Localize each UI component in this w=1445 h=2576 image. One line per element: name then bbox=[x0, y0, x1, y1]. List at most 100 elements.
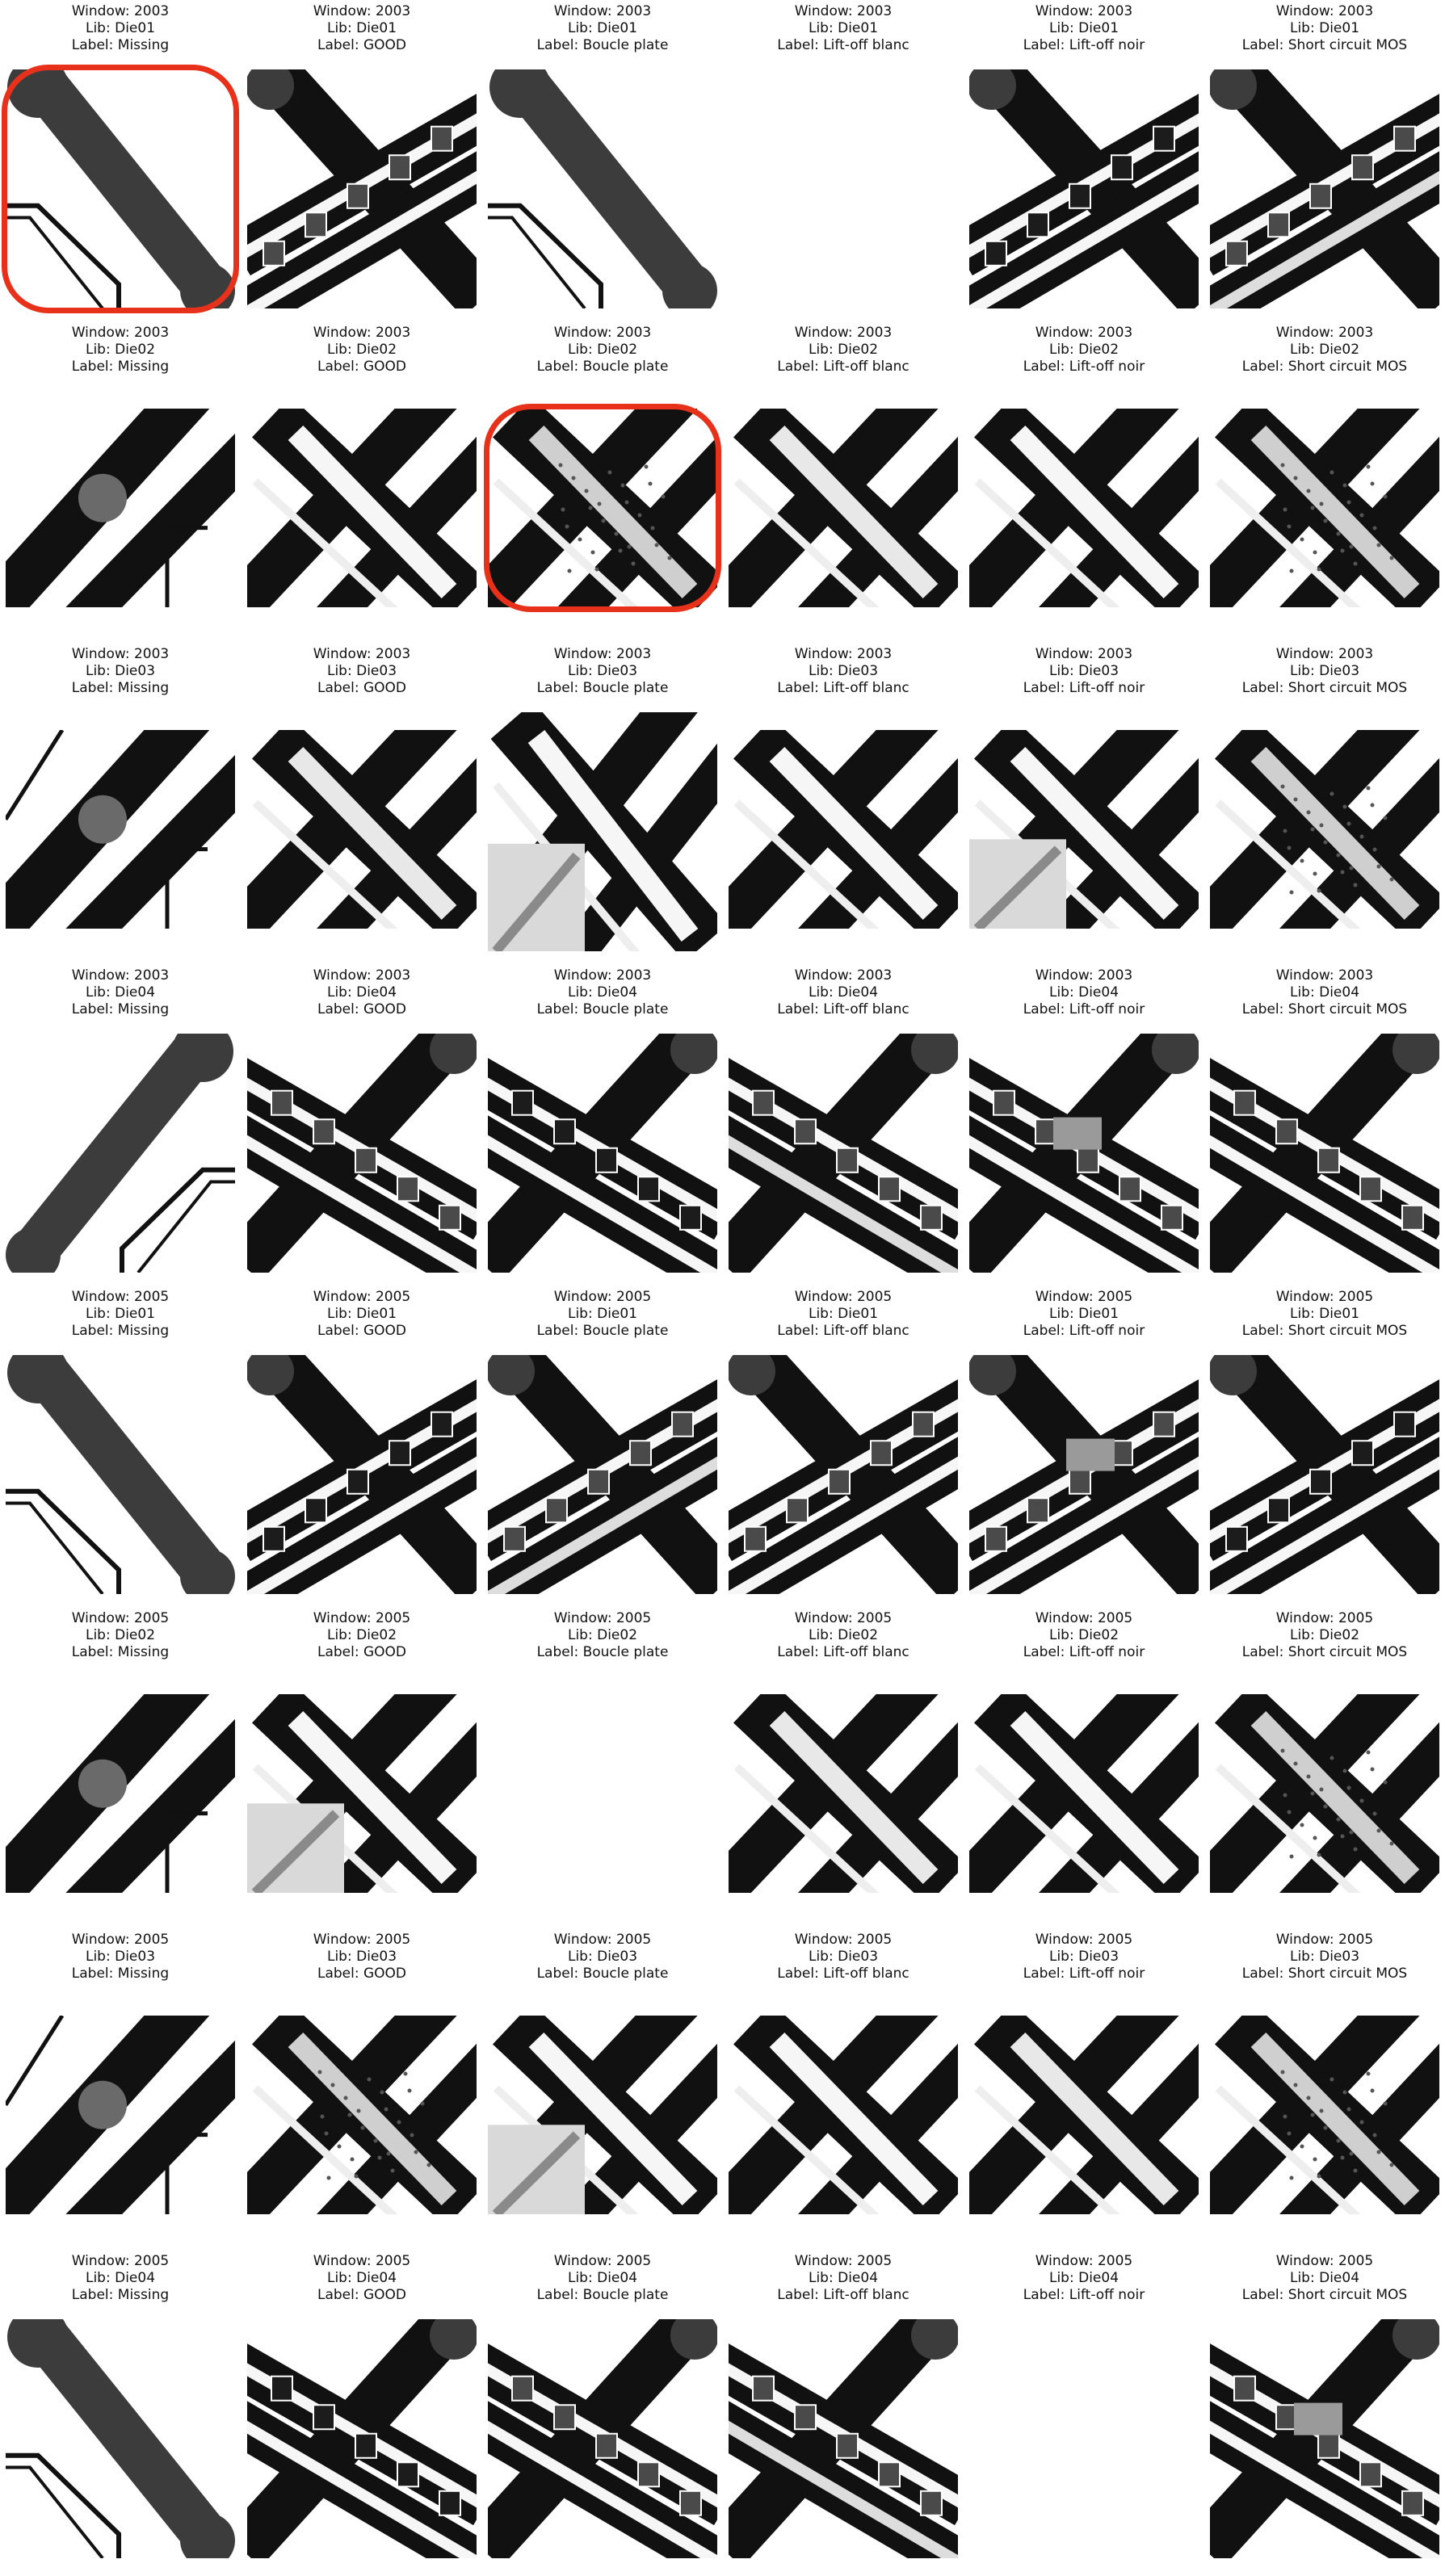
caption-window: Window: 2005 bbox=[313, 2253, 411, 2269]
thumbnail-caption: Window: 2003 Lib: Die03 Label: Boucle plat… bbox=[482, 646, 723, 697]
sem-image-graphic bbox=[1210, 730, 1439, 929]
thumbnail-cell: Window: 2003 Lib: Die04 Label: Boucle plat… bbox=[482, 964, 723, 1286]
caption-lib: Lib: Die02 bbox=[85, 342, 156, 358]
thumbnail-cell: Window: 2003 Lib: Die02 Label: Boucle plat… bbox=[482, 321, 723, 643]
caption-window: Window: 2005 bbox=[1275, 1289, 1374, 1305]
caption-lib: Lib: Die03 bbox=[567, 663, 638, 679]
sem-image-graphic bbox=[969, 1034, 1199, 1273]
caption-window: Window: 2005 bbox=[794, 1289, 893, 1305]
caption-label: Label: Lift-off noir bbox=[1023, 1644, 1145, 1660]
sem-image bbox=[969, 1034, 1199, 1273]
caption-lib: Lib: Die01 bbox=[1289, 20, 1360, 36]
thumbnail-cell: Window: 2005 Lib: Die01 Label: Missing bbox=[0, 1286, 241, 1607]
sem-image bbox=[247, 730, 477, 929]
caption-lib: Lib: Die01 bbox=[567, 20, 638, 36]
caption-window: Window: 2005 bbox=[1035, 2253, 1133, 2269]
thumbnail-cell: Window: 2005 Lib: Die01 Label: Short circu… bbox=[1204, 1286, 1445, 1607]
thumbnail-cell: Window: 2005 Lib: Die03 Label: GOOD bbox=[242, 1928, 482, 2250]
caption-label: Label: Boucle plate bbox=[536, 359, 669, 375]
caption-window: Window: 2003 bbox=[553, 646, 652, 662]
caption-label: Label: GOOD bbox=[317, 1966, 407, 1982]
caption-window: Window: 2005 bbox=[313, 1289, 411, 1305]
caption-label: Label: Short circuit MOS bbox=[1241, 37, 1408, 53]
caption-lib: Lib: Die01 bbox=[808, 20, 879, 36]
caption-lib: Lib: Die04 bbox=[1048, 984, 1119, 1001]
thumbnail-caption: Window: 2005 Lib: Die02 Label: Lift-off no… bbox=[964, 1610, 1204, 1661]
sem-image-graphic bbox=[1210, 1694, 1439, 1893]
caption-lib: Lib: Die02 bbox=[1048, 342, 1119, 358]
thumbnail-caption: Window: 2003 Lib: Die01 Label: Lift-off no… bbox=[964, 3, 1204, 54]
thumbnail-caption: Window: 2005 Lib: Die03 Label: Boucle plat… bbox=[482, 1932, 723, 1982]
caption-window: Window: 2003 bbox=[1035, 646, 1133, 662]
sem-image bbox=[729, 2016, 958, 2214]
sem-image-graphic bbox=[247, 730, 477, 929]
thumbnail-caption: Window: 2005 Lib: Die02 Label: GOOD bbox=[242, 1610, 482, 1661]
caption-lib: Lib: Die02 bbox=[326, 342, 397, 358]
thumbnail-cell: Window: 2005 Lib: Die02 Label: Lift-off no… bbox=[964, 1607, 1204, 1928]
sem-image-graphic bbox=[488, 69, 717, 308]
thumbnail-cell: Window: 2005 Lib: Die03 Label: Boucle plat… bbox=[482, 1928, 723, 2250]
thumbnail-caption: Window: 2003 Lib: Die04 Label: GOOD bbox=[242, 967, 482, 1018]
caption-label: Label: Boucle plate bbox=[536, 2287, 669, 2303]
sem-image bbox=[969, 409, 1199, 607]
caption-lib: Lib: Die02 bbox=[808, 342, 879, 358]
sem-image-graphic bbox=[969, 1355, 1199, 1594]
caption-window: Window: 2005 bbox=[313, 1932, 411, 1948]
thumbnail-cell: Window: 2003 Lib: Die02 Label: Lift-off no… bbox=[964, 321, 1204, 643]
caption-window: Window: 2003 bbox=[71, 325, 170, 341]
caption-window: Window: 2003 bbox=[1035, 967, 1133, 984]
caption-lib: Lib: Die04 bbox=[567, 2270, 638, 2286]
sem-image bbox=[6, 2319, 235, 2558]
caption-window: Window: 2003 bbox=[1275, 325, 1374, 341]
caption-label: Label: Lift-off blanc bbox=[777, 1966, 909, 1982]
thumbnail-caption: Window: 2003 Lib: Die02 Label: Lift-off bl… bbox=[723, 325, 964, 375]
caption-lib: Lib: Die02 bbox=[1289, 1627, 1360, 1643]
thumbnail-caption: Window: 2005 Lib: Die01 Label: Boucle plat… bbox=[482, 1289, 723, 1340]
caption-lib: Lib: Die03 bbox=[567, 1949, 638, 1965]
sem-image-graphic bbox=[6, 2016, 235, 2214]
caption-lib: Lib: Die03 bbox=[326, 1949, 397, 1965]
thumbnail-cell: Window: 2003 Lib: Die01 Label: Missing bbox=[0, 0, 241, 321]
caption-label: Label: Short circuit MOS bbox=[1241, 2287, 1408, 2303]
caption-window: Window: 2003 bbox=[313, 325, 411, 341]
thumbnail-cell: Window: 2003 Lib: Die02 Label: GOOD bbox=[242, 321, 482, 643]
sem-image bbox=[247, 2319, 477, 2558]
sem-image-graphic bbox=[247, 1034, 477, 1273]
sem-image bbox=[6, 1034, 235, 1273]
caption-label: Label: Missing bbox=[71, 2287, 170, 2303]
caption-window: Window: 2005 bbox=[1275, 1610, 1374, 1626]
thumbnail-caption: Window: 2003 Lib: Die01 Label: Short circu… bbox=[1204, 3, 1445, 54]
thumbnail-cell: Window: 2003 Lib: Die03 Label: Lift-off no… bbox=[964, 643, 1204, 964]
thumbnail-caption: Window: 2003 Lib: Die02 Label: Missing bbox=[0, 325, 241, 375]
sem-image-graphic bbox=[247, 2016, 477, 2214]
sem-image-graphic bbox=[1210, 409, 1439, 607]
thumbnail-cell: Window: 2003 Lib: Die04 Label: Lift-off bl… bbox=[723, 964, 964, 1286]
sem-image-graphic bbox=[1210, 69, 1439, 308]
thumbnail-cell: Window: 2005 Lib: Die04 Label: GOOD bbox=[242, 2250, 482, 2571]
caption-window: Window: 2003 bbox=[313, 967, 411, 984]
caption-window: Window: 2005 bbox=[794, 1932, 893, 1948]
caption-label: Label: Lift-off noir bbox=[1023, 2287, 1145, 2303]
thumbnail-cell: Window: 2003 Lib: Die01 Label: GOOD bbox=[242, 0, 482, 321]
sem-image bbox=[969, 69, 1199, 308]
caption-label: Label: Short circuit MOS bbox=[1241, 1323, 1408, 1339]
caption-window: Window: 2003 bbox=[553, 3, 652, 19]
caption-label: Label: Short circuit MOS bbox=[1241, 1644, 1408, 1660]
caption-label: Label: GOOD bbox=[317, 359, 407, 375]
highlight-box bbox=[2, 65, 239, 313]
sem-image-graphic bbox=[488, 1034, 717, 1273]
caption-window: Window: 2005 bbox=[313, 1610, 411, 1626]
thumbnail-caption: Window: 2003 Lib: Die03 Label: GOOD bbox=[242, 646, 482, 697]
sem-image bbox=[1210, 2016, 1439, 2214]
caption-lib: Lib: Die04 bbox=[1289, 2270, 1360, 2286]
thumbnail-caption: Window: 2003 Lib: Die04 Label: Boucle plat… bbox=[482, 967, 723, 1018]
sem-image-graphic bbox=[488, 2319, 717, 2558]
caption-label: Label: Short circuit MOS bbox=[1241, 359, 1408, 375]
thumbnail-caption: Window: 2003 Lib: Die04 Label: Short circu… bbox=[1204, 967, 1445, 1018]
caption-lib: Lib: Die02 bbox=[808, 1627, 879, 1643]
caption-lib: Lib: Die04 bbox=[1289, 984, 1360, 1001]
caption-label: Label: Lift-off noir bbox=[1023, 1001, 1145, 1017]
caption-label: Label: Lift-off noir bbox=[1023, 37, 1145, 53]
sem-image-graphic bbox=[247, 69, 477, 308]
thumbnail-caption: Window: 2003 Lib: Die01 Label: Missing bbox=[0, 3, 241, 54]
